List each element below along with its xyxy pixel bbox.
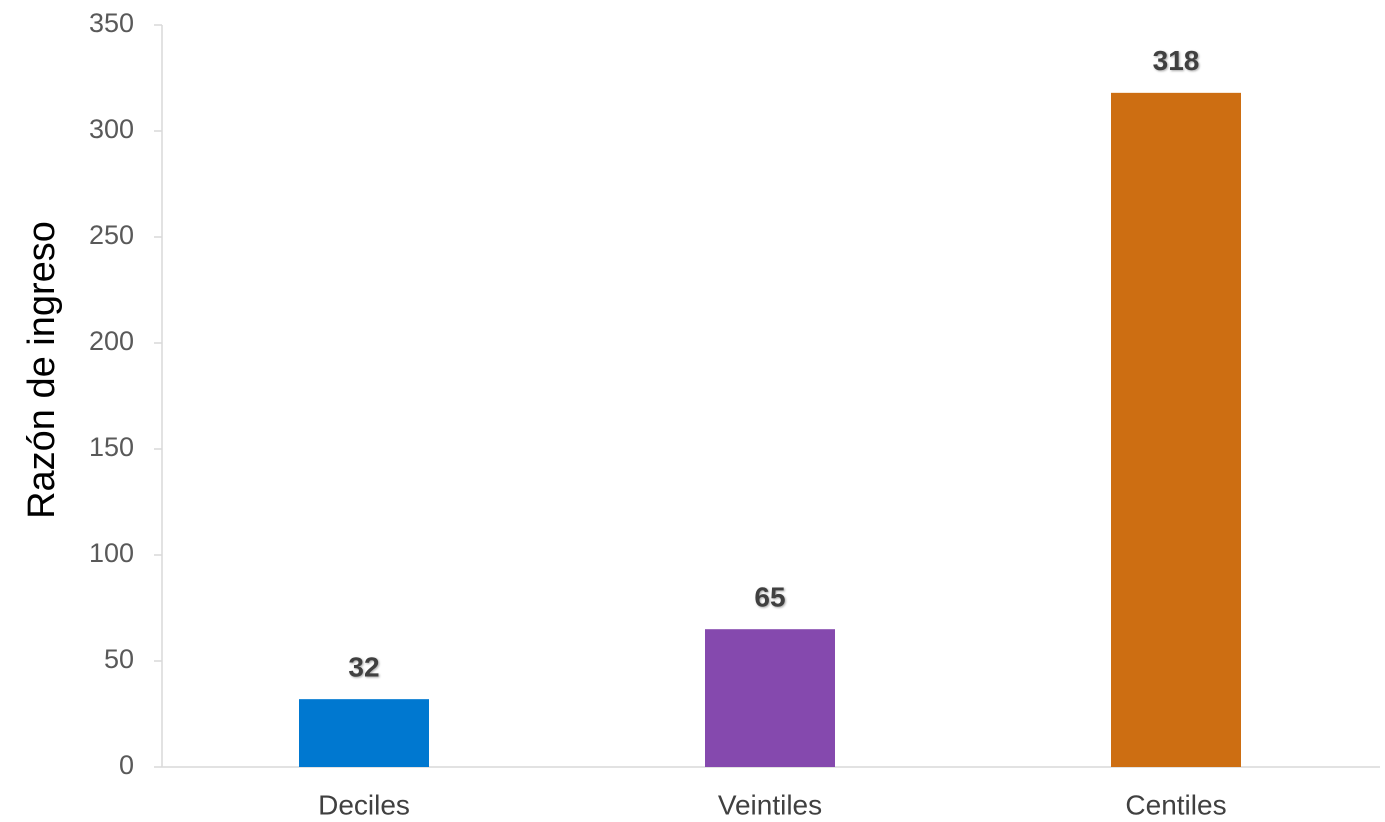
y-tick-label: 350 bbox=[89, 8, 134, 38]
bar-series bbox=[299, 92, 1241, 768]
data-label-deciles: 32 bbox=[348, 652, 379, 683]
x-category-label: Centiles bbox=[1125, 789, 1226, 820]
x-axis: Deciles Veintiles Centiles bbox=[162, 766, 1380, 820]
y-tick-label: 50 bbox=[104, 644, 134, 674]
y-tick-label: 0 bbox=[119, 750, 134, 780]
y-tick-label: 300 bbox=[89, 114, 134, 144]
x-category-label: Deciles bbox=[318, 789, 410, 820]
bar-deciles bbox=[299, 699, 429, 767]
data-labels: 32 65 318 bbox=[348, 45, 1199, 682]
bar-centiles bbox=[1111, 92, 1241, 768]
y-tick-label: 200 bbox=[89, 326, 134, 356]
x-category-label: Veintiles bbox=[718, 789, 822, 820]
y-tick-label: 150 bbox=[89, 432, 134, 462]
data-label-centiles: 318 bbox=[1153, 45, 1200, 76]
y-axis-title: Razón de ingreso bbox=[21, 221, 63, 519]
y-tick-label: 250 bbox=[89, 220, 134, 250]
y-tick-label: 100 bbox=[89, 538, 134, 568]
y-axis: 0 50 100 150 200 250 300 350 bbox=[89, 8, 163, 780]
data-label-veintiles: 65 bbox=[754, 582, 785, 613]
bar-veintiles bbox=[705, 629, 835, 767]
